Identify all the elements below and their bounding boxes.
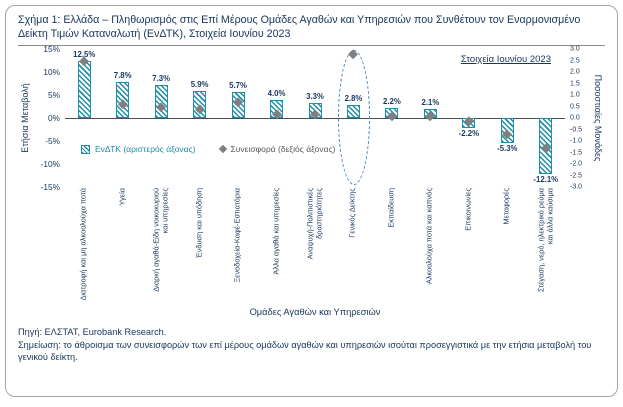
bar-value-label: 2.8% (344, 94, 363, 104)
category-label: Αλκοολούχα ποτά και καπνός (425, 188, 435, 285)
left-axis-tick: -5% (45, 136, 60, 147)
left-axis-tick: 15% (43, 44, 60, 55)
category-label: Επικοινωνίες (463, 188, 473, 231)
bar-value-label: 3.3% (306, 92, 324, 102)
bar-value-label: 5.9% (190, 80, 209, 90)
category-label: Άλλα αγαθά και υπηρεσίες (271, 188, 281, 275)
right-axis-tick: 1.5 (570, 80, 580, 88)
right-axis-tick: -1.5 (570, 149, 583, 157)
left-axis-tick: 10% (43, 67, 60, 78)
right-axis-tick: 3.0 (570, 45, 580, 53)
category-label: Υγεία (117, 188, 127, 206)
right-axis-tick: 0.5 (570, 103, 580, 111)
right-axis-title-container: Ποσοστιαίες Μονάδες (591, 49, 605, 187)
bar-value-label: 7.8% (113, 71, 132, 81)
right-axis-tick: -2.0 (570, 160, 583, 168)
category-label: Στέγαση, νερό, ηλεκτρικό ρεύμα και άλλα … (536, 188, 554, 293)
left-axis-tick: -15% (40, 182, 60, 193)
chart: Ετήσια Μεταβολή 15% 10% 5% 0% -5% -10% -15% Στ… (18, 44, 605, 321)
category-label: Διατροφή και μη αλκοολούχα ποτά (78, 188, 88, 301)
category-label: Εκπαίδευση (386, 188, 396, 228)
legend-item-contribution: Συνεισφορά (δεξιός άξονας) (218, 144, 336, 155)
hatched-bar-swatch-icon (81, 144, 90, 154)
plot-column: Στοιχεία Ιουνίου 2023 ΕνΔΤΚ (αριστερός ά… (65, 49, 565, 321)
left-axis-ticks: 15% 10% 5% 0% -5% -10% -15% (32, 44, 65, 192)
title-divider (18, 45, 605, 47)
bar-value-label: 12.5% (73, 49, 96, 59)
left-axis-tick: 5% (48, 90, 60, 101)
category-label: Μεταφορές (502, 188, 512, 225)
right-axis-title: Ποσοστιαίες Μονάδες (593, 74, 603, 162)
bar-7 (346, 105, 360, 119)
bar-value-label: 4.0% (267, 88, 286, 98)
figure-container: Σχήμα 1: Ελλάδα – Πληθωρισμός στις Επί Μ… (5, 5, 618, 397)
bar-value-label: -2.2% (458, 129, 480, 139)
legend: ΕνΔΤΚ (αριστερός άξονας) Συνεισφορά (δεξ… (81, 144, 336, 154)
bar-2 (154, 84, 168, 119)
legend-item-hicp: ΕνΔΤΚ (αριστερός άξονας) (81, 144, 196, 154)
right-axis-tick: -1.0 (570, 137, 583, 145)
category-label: Ένδυση και υπόδηση (194, 188, 204, 259)
right-axis-tick: -0.5 (570, 126, 583, 134)
bar-value-label: -12.1% (533, 174, 559, 184)
right-axis-ticks: 3.0 2.5 2.0 1.5 1.0 0.5 0.0 -0.5 -1.0 -1.5 -2.0 -2.… (565, 45, 591, 191)
diamond-marker-icon (218, 145, 227, 154)
bar-value-label: -5.3% (497, 143, 518, 153)
period-annotation: Στοιχεία Ιουνίου 2023 (460, 54, 551, 66)
right-axis-tick: 1.0 (570, 91, 580, 99)
category-label: Διαρκή αγαθά-Είδη νοικοκυριού και υπηρεσ… (151, 188, 170, 292)
legend-label-contribution: Συνεισφορά (δεξιός άξονας) (230, 144, 336, 155)
bar-value-label: 7.3% (152, 73, 171, 83)
right-axis-tick: -3.0 (570, 183, 583, 191)
bar-0 (77, 60, 91, 119)
note-line: Σημείωση: το άθροισμα των συνεισφορών τω… (18, 340, 592, 363)
source-line: Πηγή: ΕΛΣΤΑΤ, Eurobank Research. (18, 327, 167, 338)
figure-title: Σχήμα 1: Ελλάδα – Πληθωρισμός στις Επί Μ… (18, 14, 581, 41)
category-label: Αναψυχή-Πολιτιστικές δραστηριότητες (305, 188, 323, 260)
category-label: Ξενοδοχεία-Καφέ-Εστιατόρια (232, 188, 242, 283)
left-axis-tick: -10% (40, 159, 60, 170)
right-axis-tick: 2.5 (570, 57, 580, 65)
category-labels: Διατροφή και μη αλκοολούχα ποτά Υγεία Διαρ… (65, 187, 565, 307)
right-axis-tick: -2.5 (570, 172, 583, 180)
figure-footer: Πηγή: ΕΛΣΤΑΤ, Eurobank Research. Σημείωσ… (18, 327, 605, 364)
legend-label-hicp: ΕνΔΤΚ (αριστερός άξονας) (95, 144, 196, 155)
zero-axis-line (65, 118, 565, 120)
bar-value-label: 2.1% (421, 97, 440, 107)
left-axis-title-container: Ετήσια Μεταβολή (18, 49, 32, 187)
plot-area: Στοιχεία Ιουνίου 2023 ΕνΔΤΚ (αριστερός ά… (65, 49, 565, 187)
bar-value-label: 2.2% (383, 97, 401, 107)
left-axis-tick: 0% (48, 113, 60, 124)
left-axis-title: Ετήσια Μεταβολή (20, 83, 30, 153)
right-axis-tick: 2.0 (570, 68, 580, 76)
right-axis-tick: 0.0 (570, 114, 580, 122)
category-label: Γενικός Δείκτης (348, 188, 358, 239)
x-axis-title: Ομάδες Αγαθών και Υπηρεσιών (249, 307, 381, 318)
bar-value-label: 5.7% (229, 81, 247, 91)
